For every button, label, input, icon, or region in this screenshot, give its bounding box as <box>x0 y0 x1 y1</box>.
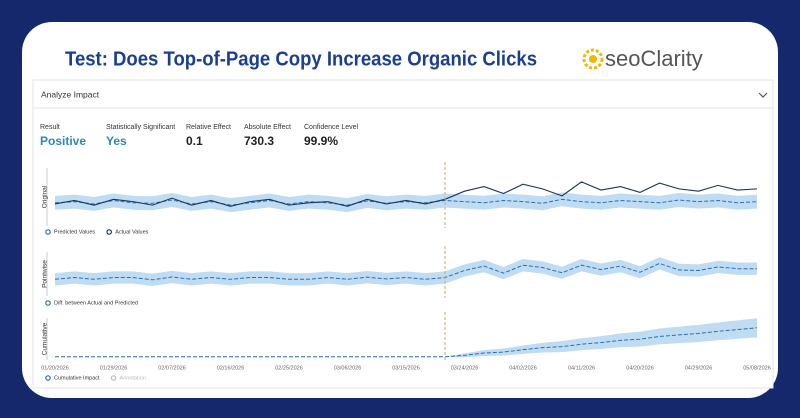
legend-label: Actual Values <box>115 229 148 235</box>
metric-label: Relative Effect <box>186 124 231 131</box>
metric-value: 730.3 <box>244 134 274 148</box>
metric-label: Result <box>40 124 60 131</box>
x-tick-label: 04/20/2026 <box>626 365 654 371</box>
x-tick-label: 02/16/2026 <box>217 365 245 371</box>
metric-label: Statistically Significant <box>106 124 175 131</box>
legend-marker <box>45 375 51 381</box>
x-tick-label: 03/24/2026 <box>451 365 479 371</box>
x-tick-label: 03/15/2026 <box>392 365 420 371</box>
x-tick-label: 02/07/2026 <box>158 365 186 371</box>
logo: seoClarity <box>605 46 703 71</box>
legend-label: Cumulative Impact <box>54 375 100 381</box>
series-line <box>54 262 757 281</box>
series-line <box>54 181 758 207</box>
y-axis-label: Cumulative <box>42 322 49 355</box>
metric-value: 99.9% <box>304 134 338 148</box>
metric-label: Confidence Level <box>304 124 359 131</box>
x-tick-label: 05/08/2026 <box>743 365 771 371</box>
legend-marker <box>110 375 117 381</box>
metric-value: Positive <box>40 134 86 148</box>
x-tick-label: 04/02/2026 <box>509 365 537 371</box>
logo-icon <box>582 48 604 70</box>
metric-value: Yes <box>106 134 127 148</box>
legend-marker <box>45 229 51 235</box>
y-axis-label: Pointwise <box>42 260 49 288</box>
title: Test: Does Top-of-Page Copy Increase Org… <box>65 48 537 70</box>
legend-label: Annotation <box>120 375 146 381</box>
x-tick-label: 01/20/2026 <box>41 365 69 371</box>
x-tick-label: 02/25/2026 <box>275 365 303 371</box>
confidence-band <box>55 318 757 358</box>
confidence-band <box>55 192 757 213</box>
metric-label: Absolute Effect <box>244 124 291 131</box>
y-axis-label: Original <box>42 185 49 208</box>
section-title: Analyze Impact <box>41 89 100 99</box>
legend-marker <box>45 300 51 306</box>
series-line <box>55 327 758 358</box>
x-tick-label: 04/11/2026 <box>568 365 595 371</box>
x-tick-label: 04/29/2026 <box>685 365 713 371</box>
legend-label: Diff. between Actual and Predicted <box>54 300 138 306</box>
legend-marker <box>106 229 112 235</box>
metric-value: 0.1 <box>186 134 203 148</box>
collapse-chevron[interactable] <box>758 92 768 98</box>
x-tick-label: 03/06/2026 <box>334 365 362 371</box>
x-tick-label: 01/29/2026 <box>100 365 128 371</box>
series-line <box>54 198 758 206</box>
legend-label: Predicted Values <box>54 229 95 235</box>
